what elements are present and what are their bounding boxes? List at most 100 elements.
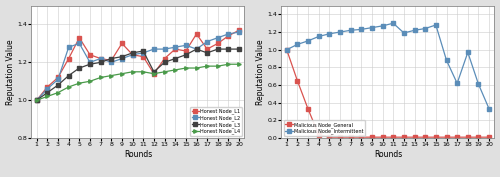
Malicious Node_Intermittent [433,24,439,26]
Honest Node_L4 [226,63,232,65]
Honest Node_L4 [140,71,146,73]
Honest Node_L3 [140,50,146,52]
Line: Honest Node_L3: Honest Node_L3 [35,47,241,102]
Malicious Node_Intermittent [305,40,311,42]
Malicious Node_General [348,136,354,138]
Honest Node_L4 [44,95,51,98]
Malicious Node_General [305,108,311,110]
Honest Node_L4 [215,65,221,67]
Malicious Node_General [358,136,364,138]
Honest Node_L1 [236,29,242,31]
Malicious Node_General [380,136,386,138]
Honest Node_L1 [87,54,93,56]
Malicious Node_General [444,136,450,138]
Honest Node_L2 [236,31,242,33]
Malicious Node_General [326,136,332,138]
Honest Node_L1 [119,42,125,44]
Malicious Node_Intermittent [326,33,332,35]
Honest Node_L4 [130,71,136,73]
Honest Node_L3 [66,75,71,77]
Honest Node_L4 [34,99,40,101]
Malicious Node_General [422,136,428,138]
Honest Node_L2 [151,48,157,50]
Honest Node_L3 [87,63,93,65]
Malicious Node_General [465,136,471,138]
Honest Node_L3 [236,48,242,50]
Legend: Honest Node_L1, Honest Node_L2, Honest Node_L3, Honest Node_L4: Honest Node_L1, Honest Node_L2, Honest N… [190,107,242,136]
Malicious Node_General [412,136,418,138]
Line: Malicious Node_General: Malicious Node_General [285,48,491,139]
Honest Node_L1 [151,73,157,75]
Honest Node_L2 [204,41,210,43]
Malicious Node_General [401,136,407,138]
Y-axis label: Reputation Value: Reputation Value [256,39,264,105]
Line: Honest Node_L2: Honest Node_L2 [35,30,241,102]
Malicious Node_Intermittent [316,35,322,38]
Malicious Node_Intermittent [465,51,471,53]
Line: Honest Node_L1: Honest Node_L1 [35,28,241,102]
Honest Node_L2 [55,78,61,80]
Honest Node_L4 [151,73,157,75]
Honest Node_L3 [215,48,221,50]
Honest Node_L3 [204,52,210,54]
Honest Node_L1 [55,76,61,79]
Honest Node_L4 [108,75,114,77]
Malicious Node_General [486,136,492,138]
Y-axis label: Reputation Value: Reputation Value [6,39,15,105]
Malicious Node_General [476,136,482,138]
Honest Node_L2 [87,61,93,63]
Malicious Node_Intermittent [358,28,364,30]
Malicious Node_General [337,136,343,138]
Malicious Node_Intermittent [454,82,460,84]
Honest Node_L2 [66,46,71,48]
Malicious Node_Intermittent [284,49,290,51]
Malicious Node_Intermittent [412,29,418,31]
Legend: Malicious Node_General, Malicious Node_Intermittent: Malicious Node_General, Malicious Node_I… [284,120,365,136]
Malicious Node_Intermittent [294,43,300,45]
Malicious Node_General [390,136,396,138]
Malicious Node_Intermittent [348,29,354,31]
Malicious Node_Intermittent [486,108,492,110]
Honest Node_L1 [34,99,40,101]
Honest Node_L4 [87,80,93,82]
Honest Node_L4 [162,71,168,73]
Honest Node_L3 [119,56,125,58]
Malicious Node_Intermittent [380,25,386,27]
Honest Node_L2 [34,99,40,101]
Honest Node_L4 [119,73,125,75]
Honest Node_L3 [172,58,178,60]
Malicious Node_General [294,80,300,82]
Honest Node_L3 [76,67,82,69]
Honest Node_L1 [215,42,221,44]
Honest Node_L3 [44,92,51,94]
Honest Node_L2 [162,48,168,50]
Honest Node_L3 [151,71,157,73]
X-axis label: Rounds: Rounds [124,150,152,159]
Honest Node_L3 [55,84,61,86]
Honest Node_L2 [130,54,136,56]
Honest Node_L1 [44,86,51,88]
X-axis label: Rounds: Rounds [374,150,402,159]
Honest Node_L1 [183,50,189,52]
Malicious Node_General [316,133,322,136]
Honest Node_L3 [34,99,40,101]
Honest Node_L3 [98,61,103,63]
Honest Node_L1 [76,37,82,39]
Line: Malicious Node_Intermittent: Malicious Node_Intermittent [285,21,491,111]
Line: Honest Node_L4: Honest Node_L4 [35,62,241,102]
Malicious Node_Intermittent [444,59,450,61]
Honest Node_L1 [140,56,146,58]
Honest Node_L2 [194,48,200,50]
Honest Node_L2 [44,88,51,90]
Honest Node_L2 [215,37,221,39]
Honest Node_L4 [76,82,82,84]
Malicious Node_Intermittent [390,22,396,24]
Honest Node_L1 [98,58,103,60]
Honest Node_L2 [140,52,146,54]
Honest Node_L2 [183,44,189,46]
Honest Node_L3 [130,52,136,54]
Malicious Node_General [284,49,290,51]
Honest Node_L2 [76,42,82,44]
Honest Node_L4 [204,65,210,67]
Honest Node_L3 [108,58,114,60]
